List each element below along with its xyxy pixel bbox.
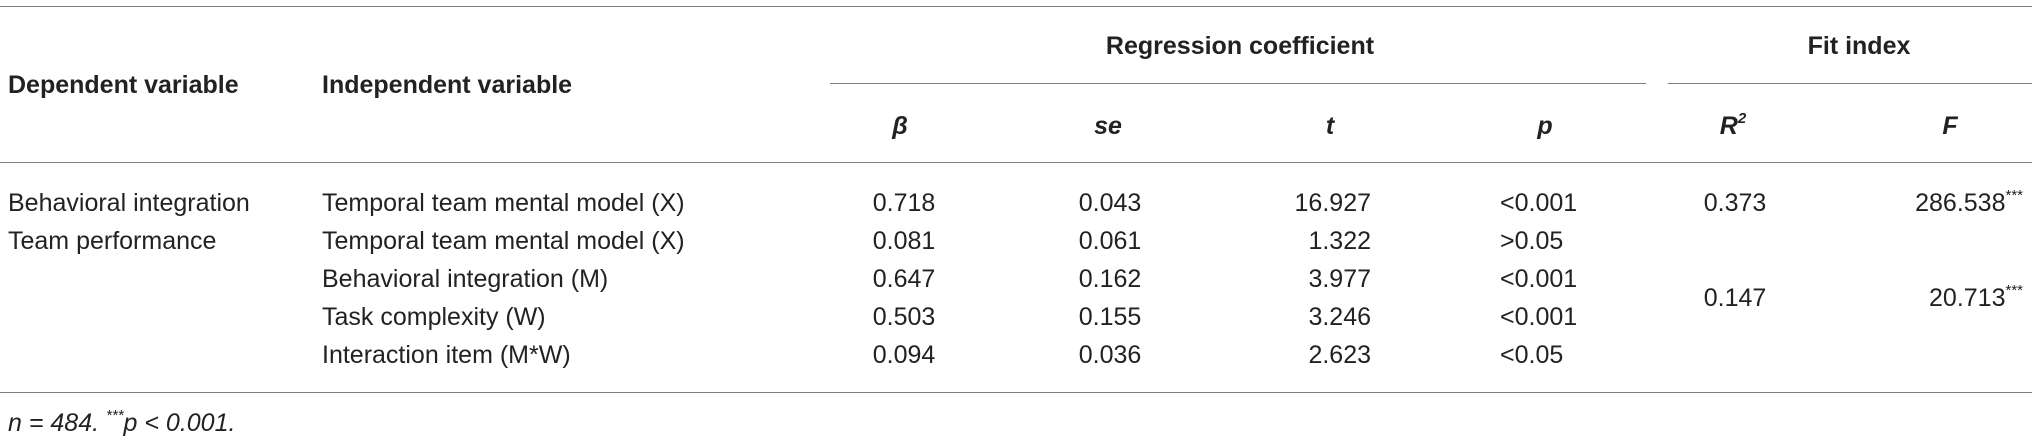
- header-f: F: [1942, 112, 1958, 140]
- row-1-independent: Temporal team mental model (X): [322, 189, 685, 217]
- bottom-rule: [0, 392, 2032, 393]
- fit-1-f-significance: ***: [2005, 186, 2023, 204]
- fit-2-f: 20.713***: [1929, 283, 2023, 313]
- header-r-squared-base: R: [1719, 112, 1738, 140]
- row-5-se: 0.036: [1078, 341, 1142, 369]
- header-dependent-variable: Dependent variable: [8, 71, 239, 99]
- header-fit-index: Fit index: [1807, 32, 1911, 60]
- fit-group-rule: [1668, 83, 2032, 84]
- row-5-independent: Interaction item (M*W): [322, 341, 571, 369]
- row-1-t: 16.927: [1294, 189, 1371, 217]
- row-4-independent: Task complexity (W): [322, 303, 546, 331]
- row-1-se: 0.043: [1078, 189, 1142, 217]
- header-regression-coefficient: Regression coefficient: [1105, 32, 1375, 60]
- top-rule: [0, 6, 2032, 7]
- header-beta: β: [892, 112, 908, 140]
- row-4-se: 0.155: [1078, 303, 1142, 331]
- row-4-t: 3.246: [1308, 303, 1371, 331]
- note-significance-marker: ***: [106, 406, 124, 424]
- note-p-text: < 0.001.: [137, 409, 236, 437]
- row-5-beta: 0.094: [872, 341, 936, 369]
- fit-2-r-squared: 0.147: [1703, 284, 1767, 312]
- fit-1-f: 286.538***: [1915, 188, 2023, 218]
- row-2-dependent: Team performance: [8, 227, 217, 255]
- fit-1-r-squared: 0.373: [1703, 189, 1767, 217]
- header-r-squared-exponent: 2: [1737, 109, 1747, 127]
- header-independent-variable: Independent variable: [322, 71, 573, 99]
- header-r-squared: R2: [1720, 111, 1746, 141]
- header-se: se: [1094, 112, 1122, 140]
- table-note: n = 484. ***p < 0.001.: [8, 408, 235, 438]
- note-n-value: = 484.: [21, 409, 107, 437]
- row-2-beta: 0.081: [872, 227, 936, 255]
- note-p-label: p: [123, 409, 138, 437]
- header-p: p: [1537, 112, 1553, 140]
- row-1-beta: 0.718: [872, 189, 936, 217]
- row-1-dependent: Behavioral integration: [8, 189, 250, 217]
- row-1-p: <0.001: [1500, 189, 1578, 217]
- row-5-p: <0.05: [1500, 341, 1564, 369]
- header-bottom-rule: [0, 162, 2032, 163]
- row-3-beta: 0.647: [872, 265, 936, 293]
- row-3-independent: Behavioral integration (M): [322, 265, 609, 293]
- row-2-t: 1.322: [1308, 227, 1371, 255]
- fit-2-f-value: 20.713: [1929, 284, 2006, 312]
- fit-1-f-value: 286.538: [1915, 189, 2006, 217]
- row-2-independent: Temporal team mental model (X): [322, 227, 685, 255]
- row-2-p: >0.05: [1500, 227, 1564, 255]
- row-5-t: 2.623: [1308, 341, 1371, 369]
- row-3-se: 0.162: [1078, 265, 1142, 293]
- row-3-p: <0.001: [1500, 265, 1578, 293]
- row-4-p: <0.001: [1500, 303, 1578, 331]
- regression-group-rule: [830, 83, 1646, 84]
- row-2-se: 0.061: [1078, 227, 1142, 255]
- header-t: t: [1325, 112, 1335, 140]
- row-3-t: 3.977: [1308, 265, 1371, 293]
- fit-2-f-significance: ***: [2005, 281, 2023, 299]
- note-n-label: n: [8, 409, 22, 437]
- row-4-beta: 0.503: [872, 303, 936, 331]
